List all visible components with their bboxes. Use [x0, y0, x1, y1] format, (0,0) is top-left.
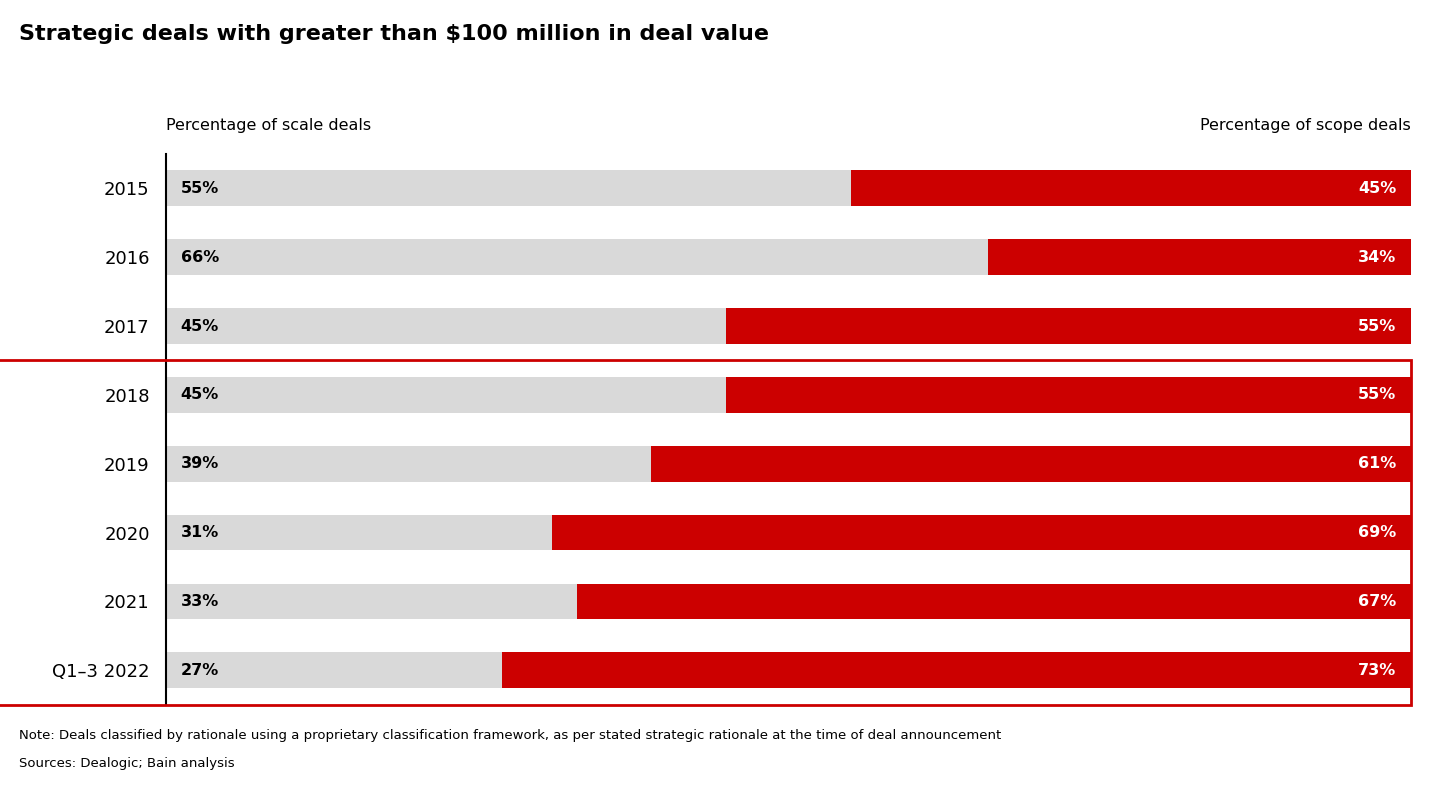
Bar: [166, 308, 726, 344]
Text: 67%: 67%: [1358, 594, 1397, 609]
Text: 45%: 45%: [1358, 181, 1397, 196]
Bar: [651, 446, 1411, 482]
Text: 55%: 55%: [1358, 387, 1397, 403]
Bar: [166, 446, 651, 482]
Bar: [576, 583, 1411, 620]
Bar: [726, 308, 1411, 344]
Text: Percentage of scope deals: Percentage of scope deals: [1201, 117, 1411, 133]
Bar: [552, 514, 1411, 551]
Bar: [726, 377, 1411, 413]
Text: 34%: 34%: [1358, 249, 1397, 265]
Bar: [166, 652, 503, 688]
Text: Strategic deals with greater than $100 million in deal value: Strategic deals with greater than $100 m…: [19, 24, 769, 45]
Text: 73%: 73%: [1358, 663, 1397, 678]
Text: 55%: 55%: [1358, 318, 1397, 334]
Text: 39%: 39%: [180, 456, 219, 471]
Bar: [0, 360, 1411, 706]
Bar: [166, 583, 576, 620]
Bar: [988, 239, 1411, 275]
Bar: [166, 239, 988, 275]
Bar: [503, 652, 1411, 688]
Text: 33%: 33%: [180, 594, 219, 609]
Text: 55%: 55%: [180, 181, 219, 196]
Text: 27%: 27%: [180, 663, 219, 678]
Text: 31%: 31%: [180, 525, 219, 540]
Text: 69%: 69%: [1358, 525, 1397, 540]
Text: 66%: 66%: [180, 249, 219, 265]
Text: Sources: Dealogic; Bain analysis: Sources: Dealogic; Bain analysis: [19, 757, 235, 770]
Text: Note: Deals classified by rationale using a proprietary classification framework: Note: Deals classified by rationale usin…: [19, 729, 1001, 742]
Text: 45%: 45%: [180, 387, 219, 403]
Text: Percentage of scale deals: Percentage of scale deals: [166, 117, 370, 133]
Bar: [166, 377, 726, 413]
Text: 45%: 45%: [180, 318, 219, 334]
Bar: [851, 170, 1411, 207]
Bar: [166, 514, 552, 551]
Text: 61%: 61%: [1358, 456, 1397, 471]
Bar: [166, 170, 851, 207]
